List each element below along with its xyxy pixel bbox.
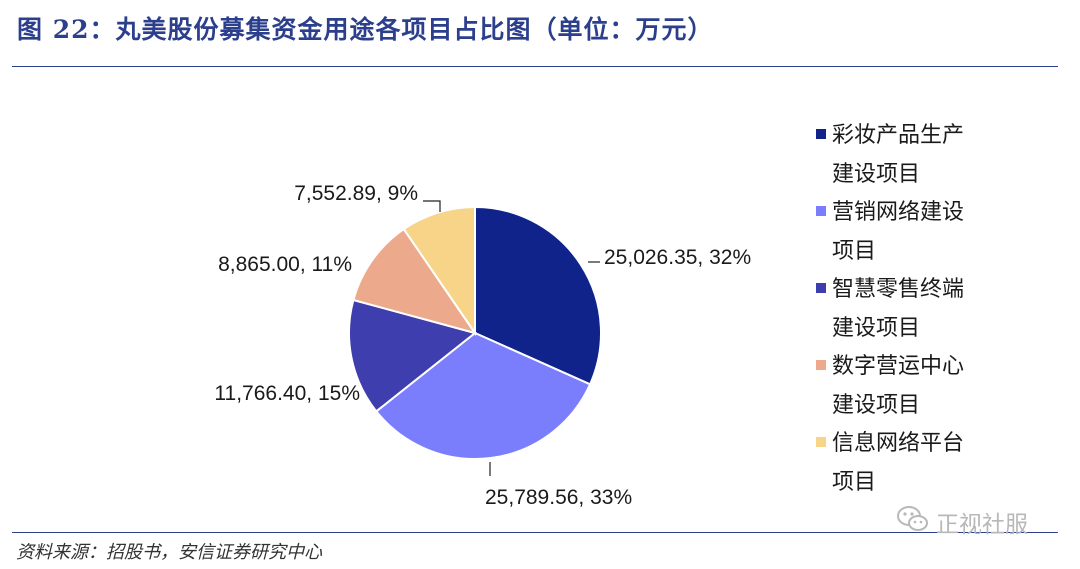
data-label-0: 25,026.35, 32%: [604, 246, 751, 269]
watermark-text: 正视社服: [936, 512, 1028, 538]
source-divider: [12, 532, 1058, 533]
pie-slice-3: [352, 227, 478, 335]
legend-label-4: 信息网络平台项目: [832, 431, 965, 495]
pie-slice-2: [348, 298, 478, 413]
legend-label-0: 彩妆产品生产建设项目: [832, 123, 965, 187]
pie-slice-0: [474, 205, 602, 386]
legend-swatch-3: [816, 360, 826, 370]
data-label-3: 8,865.00, 11%: [218, 253, 352, 276]
legend-swatch-0: [816, 129, 826, 139]
legend-item-2: 智慧零售终端建设项目: [812, 271, 1012, 348]
data-label-4: 7,552.89, 9%: [294, 182, 418, 205]
legend-swatch-4: [816, 437, 826, 447]
legend-item-4: 信息网络平台项目: [812, 425, 1012, 502]
leader-line-4: [423, 200, 441, 212]
data-label-2: 11,766.40, 15%: [214, 382, 360, 405]
legend-swatch-1: [816, 206, 826, 216]
legend-label-1: 营销网络建设项目: [832, 200, 965, 264]
legend-label-3: 数字营运中心建设项目: [832, 354, 965, 418]
legend-item-0: 彩妆产品生产建设项目: [812, 117, 1012, 194]
title-divider: [12, 66, 1058, 67]
data-label-1: 25,789.56, 33%: [485, 486, 632, 509]
wechat-icon: [897, 506, 928, 531]
chart-legend: 彩妆产品生产建设项目 营销网络建设项目 智慧零售终端建设项目 数字营运中心建设项…: [812, 117, 1012, 502]
legend-swatch-2: [816, 283, 826, 293]
pie-slice-4: [402, 205, 476, 337]
figure-title: 图 22：丸美股份募集资金用途各项目占比图（单位：万元）: [17, 15, 714, 44]
pie-slice-1: [374, 331, 592, 460]
legend-label-2: 智慧零售终端建设项目: [832, 277, 965, 341]
legend-item-3: 数字营运中心建设项目: [812, 348, 1012, 425]
source-note: 资料来源：招股书，安信证券研究中心: [16, 542, 322, 563]
legend-item-1: 营销网络建设项目: [812, 194, 1012, 271]
